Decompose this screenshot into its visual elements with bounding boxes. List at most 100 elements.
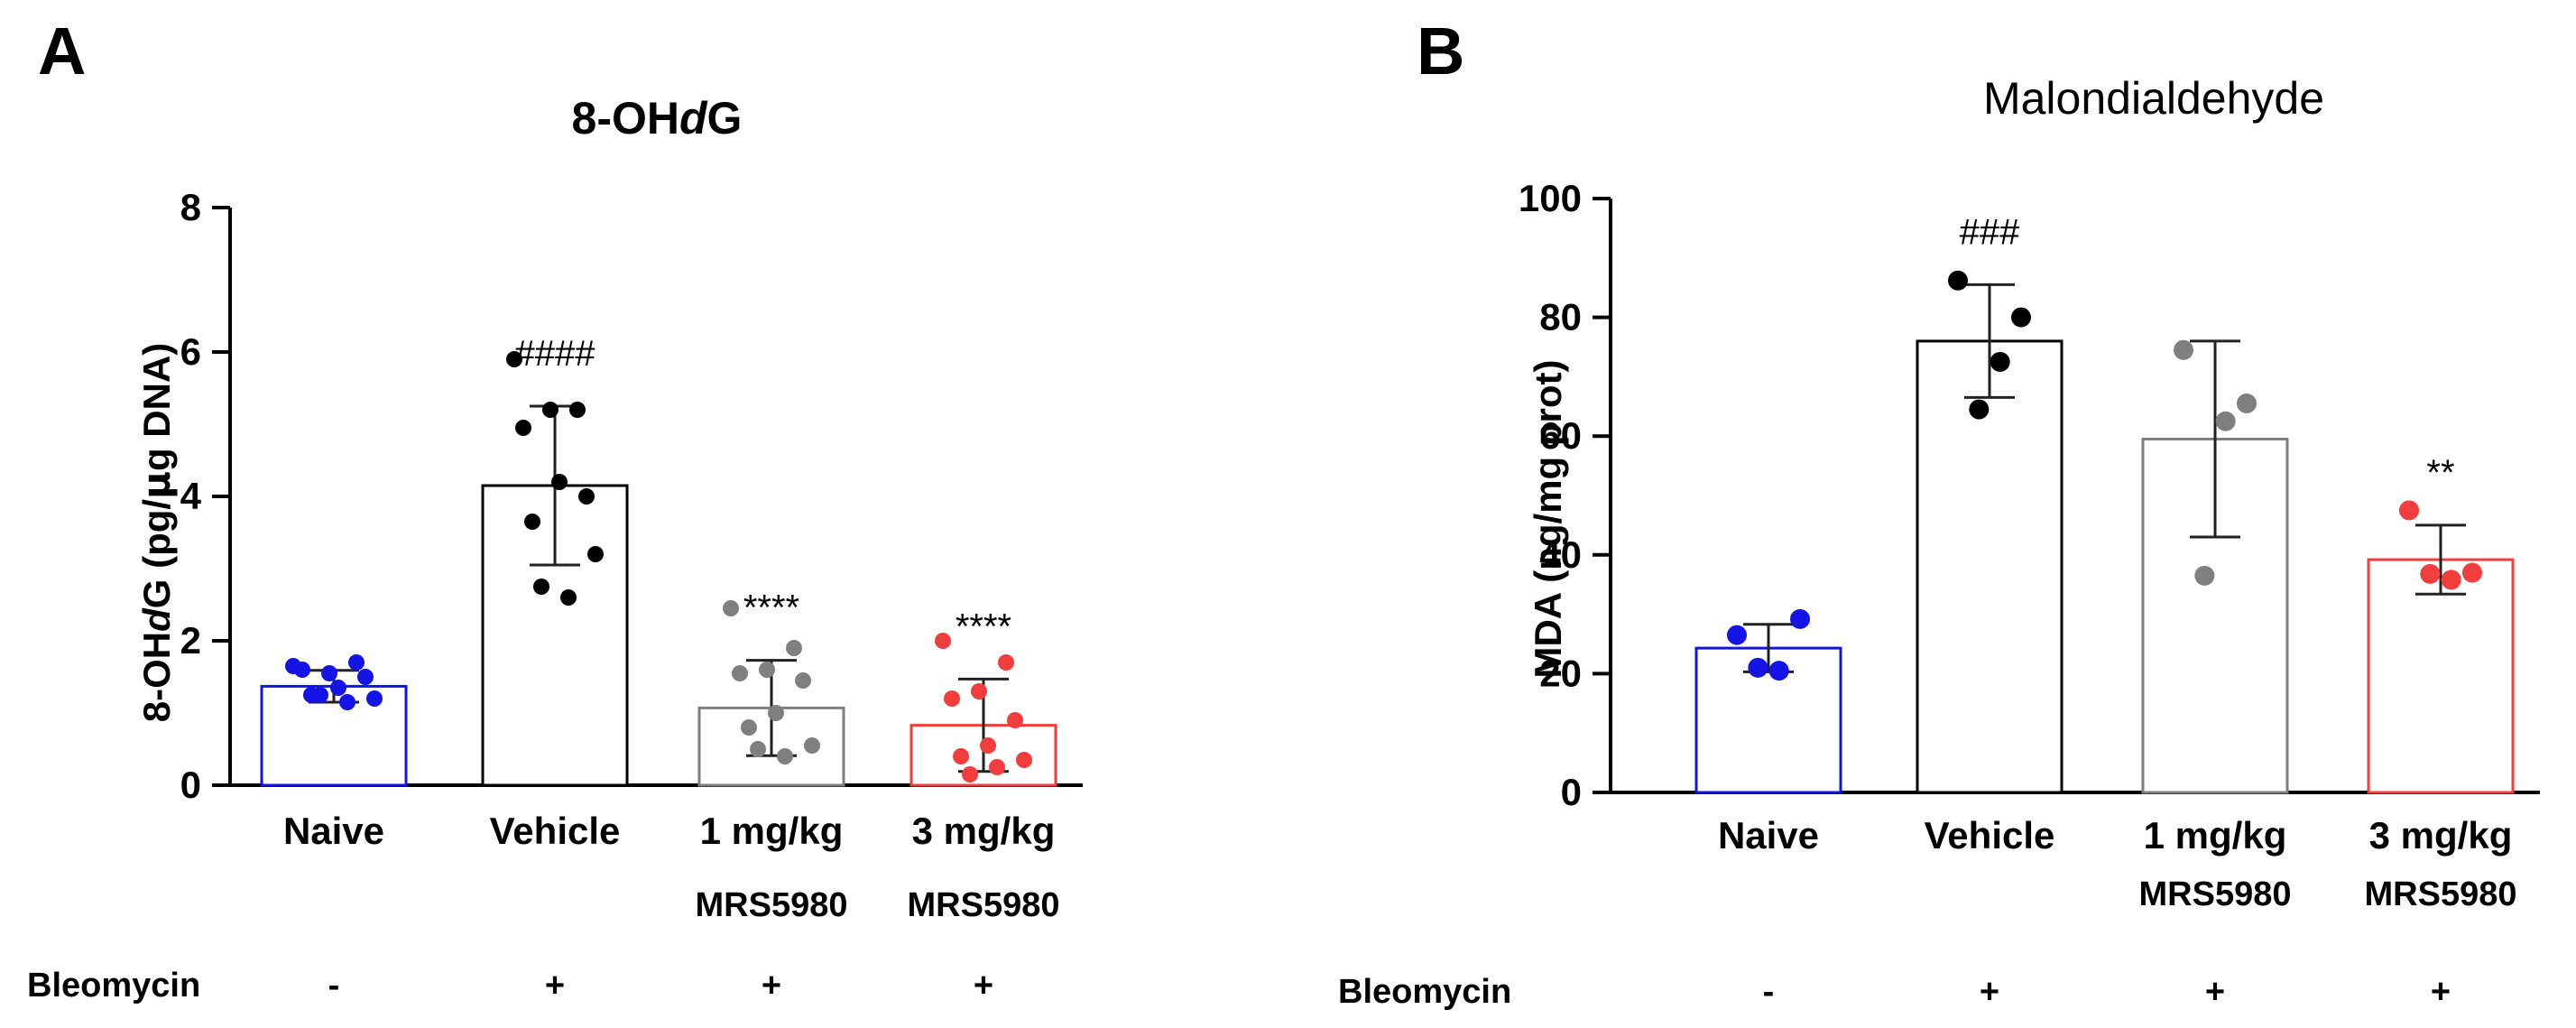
panel-a-category-label: 1 mg/kg — [700, 810, 844, 852]
panel-a-category-sublabel: MRS5980 — [696, 886, 848, 924]
panel-b-data-point — [2174, 339, 2193, 360]
panel-b-bleomycin-sign: + — [2431, 973, 2451, 1011]
panel-a-category-sublabel: MRS5980 — [908, 886, 1060, 924]
panel-a-data-point — [741, 719, 757, 736]
panel-b-category-label: Naive — [1718, 814, 1819, 857]
panel-b-bar — [1916, 339, 2064, 794]
panel-b-bleomycin-sign: + — [2205, 973, 2225, 1011]
panel-a-category-label: Vehicle — [490, 810, 621, 852]
panel-b-y-tick-label: 100 — [1519, 177, 1582, 219]
panel-a-data-point — [777, 748, 793, 764]
panel-a-data-point — [804, 737, 820, 754]
panel-a-data-point — [1007, 712, 1023, 728]
panel-a-data-point — [578, 488, 595, 505]
panel-b-category-sublabel: MRS5980 — [2365, 875, 2517, 913]
panel-a-data-point — [330, 680, 346, 696]
panel-b-data-point — [2441, 570, 2461, 590]
panel-b-data-point — [2420, 563, 2441, 584]
panel-a-significance-label: **** — [956, 607, 1011, 646]
panel-a-data-point — [998, 654, 1014, 671]
panel-b-data-point — [1768, 661, 1789, 681]
panel-a-data-point — [732, 665, 748, 681]
panel-a-bleomycin-sign: - — [328, 967, 340, 1005]
panel-a-data-point — [971, 683, 987, 699]
panel-a-data-point — [357, 669, 374, 685]
panel-a-data-point — [339, 694, 355, 710]
panel-b-significance-label: ### — [1960, 212, 2020, 252]
panel-b-title: Malondialdehyde — [1983, 73, 2324, 124]
panel-b-data-point — [1790, 608, 1810, 629]
panel-a-data-point — [980, 737, 996, 754]
panel-a-data-point — [542, 402, 559, 418]
panel-b-data-point — [1748, 657, 1768, 678]
panel-b-category-label: Vehicle — [1925, 814, 2055, 857]
panel-a-data-point — [795, 672, 811, 689]
panel-a-bleomycin-sign: + — [762, 967, 781, 1005]
panel-a-ylabel: 8-OHdG (pg/μg DNA) — [134, 343, 179, 723]
panel-a-data-point — [723, 600, 739, 616]
panel-b-data-point — [2011, 307, 2031, 328]
panel-a-y-tick-label: 6 — [180, 330, 201, 373]
panel-a-bleomycin-label: Bleomycin — [27, 967, 200, 1005]
panel-a-data-point — [533, 579, 549, 595]
panel-a-data-point — [524, 514, 540, 530]
panel-a-data-point — [989, 759, 1005, 775]
panel-b-significance-label: ** — [2426, 453, 2454, 493]
panel-b-category-sublabel: MRS5980 — [2139, 875, 2292, 913]
panel-b-data-point — [1727, 625, 1747, 645]
panel-a-data-point — [786, 640, 802, 656]
panel-a-data-point — [551, 474, 568, 490]
panel-a-data-point — [953, 748, 969, 764]
panel-b-category-label: 1 mg/kg — [2144, 814, 2287, 857]
panel-b-data-point — [1990, 351, 2010, 372]
panel-b-data-point — [1969, 399, 1990, 420]
panel-a-data-point — [750, 741, 766, 757]
panel-a-y-tick-label: 0 — [180, 764, 201, 806]
panel-a-data-point — [935, 633, 951, 649]
panel-a-data-point — [569, 402, 586, 418]
panel-b-data-point — [2194, 565, 2215, 586]
panel-a-bleomycin-sign: + — [545, 967, 565, 1005]
panel-b-plot: 0 20 40 60 80 100 Naive - ### Vehicle +1 mg/kg MRS5… — [1519, 177, 2540, 1011]
panel-a-data-point — [560, 589, 577, 606]
panel-a-data-point — [348, 654, 365, 671]
panel-b-bar — [2367, 558, 2515, 794]
panel-b-y-tick-label: 20 — [1539, 652, 1582, 694]
panel-b-data-point — [2237, 394, 2257, 414]
panel-a-data-point — [768, 705, 784, 721]
panel-a-category-label: Naive — [283, 810, 384, 852]
panel-b-y-tick-label: 60 — [1539, 414, 1582, 457]
panel-a-bleomycin-sign: + — [974, 967, 993, 1005]
panel-a-data-point — [759, 662, 775, 678]
panel-b-category-label: 3 mg/kg — [2369, 814, 2513, 857]
panel-a-data-point — [506, 351, 522, 367]
panel-a-significance-label: #### — [515, 334, 596, 374]
panel-b-y-tick-label: 40 — [1539, 533, 1582, 576]
panel-a-data-point — [944, 690, 960, 707]
panel-a-data-point — [366, 690, 383, 707]
panel-b-data-point — [2399, 500, 2419, 521]
panel-b-data-point — [1948, 270, 1968, 291]
panel-b-y-tick-label: 0 — [1561, 771, 1582, 813]
panel-a-plot: 0 2 4 6 8 Naive - #### Vehicle + **** 1 mg/kg MRS598… — [180, 186, 1083, 1005]
panel-b-bleomycin-sign: + — [1980, 973, 1999, 1011]
panel-b-bleomycin-sign: - — [1763, 973, 1775, 1011]
panel-b-data-point — [2462, 562, 2482, 583]
panel-a-letter: A — [38, 14, 86, 88]
panel-b-ylabel: MDA (ng/mg prot) — [1527, 359, 1569, 678]
panel-a-data-point — [587, 546, 604, 562]
panel-a-data-point — [312, 687, 328, 703]
panel-b-bleomycin-label: Bleomycin — [1338, 973, 1511, 1011]
panel-b-letter: B — [1417, 14, 1464, 88]
panel-a-data-point — [294, 662, 310, 678]
panel-a-y-tick-label: 2 — [180, 619, 201, 662]
panel-b-data-point — [2215, 411, 2236, 431]
panel-a-data-point — [962, 766, 978, 783]
panel-a-y-tick-label: 8 — [180, 186, 201, 228]
panel-b-y-tick-label: 80 — [1539, 296, 1582, 338]
panel-a-y-tick-label: 4 — [180, 475, 202, 517]
panel-a-data-point — [1016, 752, 1032, 768]
panel-a-data-point — [515, 420, 531, 436]
panel-a-category-label: 3 mg/kg — [912, 810, 1056, 852]
